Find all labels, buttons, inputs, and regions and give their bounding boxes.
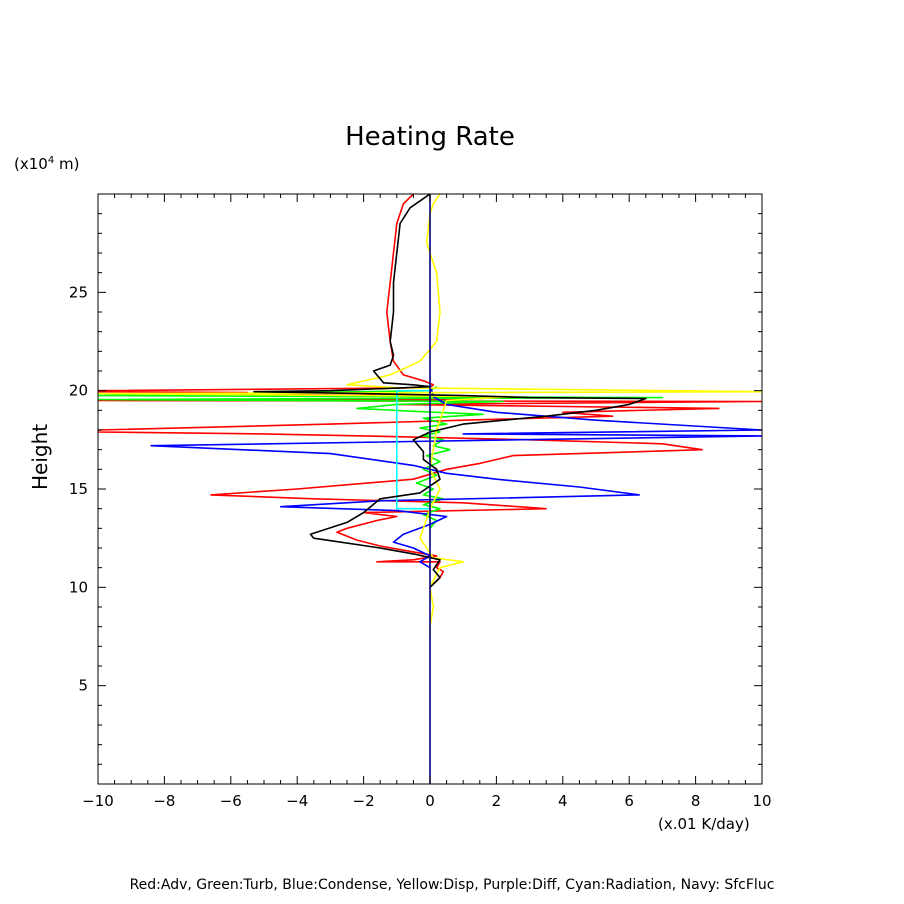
x-tick-label: 8 (691, 792, 701, 810)
y-unit-suffix: m) (54, 155, 80, 173)
axes-layer: −10 −8 −6 −4 −2 0 2 4 6 8 10 5 10 15 20 25 (69, 193, 772, 810)
x-tick-label: −8 (153, 792, 175, 810)
x-tick-label: 10 (752, 792, 771, 810)
x-tick-label: −2 (353, 792, 375, 810)
series-diff-line (253, 194, 647, 588)
x-tick-label: 4 (558, 792, 568, 810)
y-tick-label: 10 (69, 578, 88, 596)
x-tick-label: 0 (425, 792, 435, 810)
x-tick-label: 2 (492, 792, 502, 810)
y-unit-base: (x10 (14, 155, 48, 173)
y-axis-label: Height (28, 423, 52, 490)
series-layer (98, 194, 762, 784)
y-tick-label: 25 (69, 283, 88, 301)
y-tick-label: 20 (69, 382, 88, 400)
series-condense-line (150, 384, 762, 569)
y-axis-unit: (x104 m) (14, 155, 79, 173)
chart-title: Heating Rate (345, 122, 515, 152)
y-tick-label: 15 (69, 480, 88, 498)
x-tick-label: −10 (82, 792, 114, 810)
x-axis-label: (x.01 K/day) (658, 815, 750, 833)
x-tick-label: −6 (220, 792, 242, 810)
y-tick-label: 5 (78, 677, 88, 695)
x-tick-label: −4 (286, 792, 308, 810)
legend-note: Red:Adv, Green:Turb, Blue:Condense, Yell… (129, 877, 775, 893)
x-tick-label: 6 (624, 792, 634, 810)
y-unit-exponent: 4 (47, 155, 55, 166)
series-radiation-line (395, 389, 430, 510)
series-turb-line (98, 386, 664, 529)
